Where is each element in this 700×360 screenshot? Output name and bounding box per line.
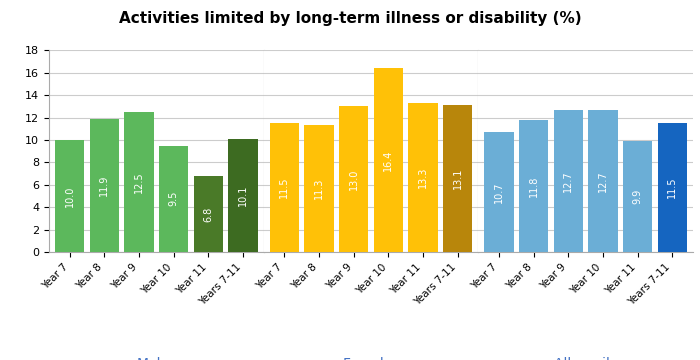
Bar [374, 68, 403, 252]
Text: 12.7: 12.7 [598, 170, 608, 192]
Text: 16.4: 16.4 [384, 149, 393, 171]
Bar [623, 141, 652, 252]
Text: 11.3: 11.3 [314, 178, 324, 199]
Bar [339, 107, 368, 252]
Text: 11.8: 11.8 [528, 175, 539, 197]
Text: 12.7: 12.7 [564, 170, 573, 192]
Bar [55, 140, 85, 252]
Bar [90, 119, 119, 252]
Text: 13.3: 13.3 [418, 167, 428, 188]
Text: 10.0: 10.0 [65, 185, 75, 207]
Bar [228, 139, 258, 252]
Text: 9.5: 9.5 [169, 191, 178, 207]
Bar [270, 123, 299, 252]
Text: Females: Females [342, 357, 400, 360]
Bar [194, 176, 223, 252]
Text: Males: Males [136, 357, 176, 360]
Bar [588, 110, 617, 252]
Text: 11.5: 11.5 [667, 177, 677, 198]
Bar [443, 105, 473, 252]
Text: 6.8: 6.8 [203, 206, 214, 221]
Text: 10.7: 10.7 [494, 181, 504, 203]
Text: 9.9: 9.9 [633, 189, 643, 204]
Text: 11.9: 11.9 [99, 175, 109, 196]
Text: Activities limited by long-term illness or disability (%): Activities limited by long-term illness … [119, 11, 581, 26]
Bar [125, 112, 154, 252]
Bar [484, 132, 514, 252]
Text: 12.5: 12.5 [134, 171, 144, 193]
Text: 11.5: 11.5 [279, 177, 289, 198]
Bar [554, 110, 583, 252]
Text: All pupils: All pupils [554, 357, 617, 360]
Bar [657, 123, 687, 252]
Text: 13.0: 13.0 [349, 168, 358, 190]
Bar [408, 103, 438, 252]
Bar [519, 120, 548, 252]
Bar [159, 145, 188, 252]
Bar [304, 125, 334, 252]
Text: 10.1: 10.1 [238, 185, 248, 206]
Text: 13.1: 13.1 [453, 168, 463, 189]
